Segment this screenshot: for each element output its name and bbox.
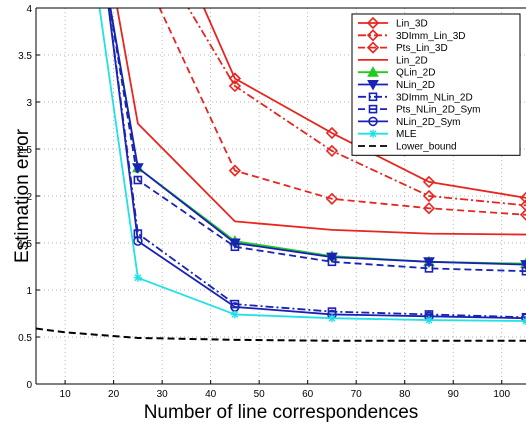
data-point bbox=[133, 273, 142, 282]
series-Lin_2D bbox=[116, 8, 526, 236]
series-line bbox=[109, 8, 526, 273]
data-point bbox=[424, 316, 433, 325]
data-point bbox=[521, 313, 526, 323]
series-layer bbox=[36, 8, 526, 342]
legend-marker bbox=[367, 66, 379, 77]
x-tick-label: 50 bbox=[254, 389, 266, 400]
series-MLE bbox=[98, 8, 526, 326]
y-tick-label: 1 bbox=[26, 286, 32, 297]
marker-stroke bbox=[425, 316, 433, 324]
series-line bbox=[187, 8, 526, 207]
y-tick-label: 1.5 bbox=[18, 239, 32, 250]
legend-marker bbox=[368, 92, 378, 102]
series-line bbox=[98, 8, 526, 322]
legend-marker bbox=[369, 129, 377, 138]
data-point bbox=[230, 242, 240, 252]
series-Lin_3D bbox=[202, 8, 526, 205]
x-tick-label: 90 bbox=[448, 389, 460, 400]
legend-entry-NLin_2D: NLin_2D bbox=[396, 80, 435, 91]
data-point bbox=[327, 314, 336, 323]
data-point bbox=[325, 126, 339, 140]
data-point bbox=[522, 317, 526, 326]
marker-stroke bbox=[231, 310, 239, 318]
series-line bbox=[202, 8, 526, 199]
y-tick-label: 3 bbox=[26, 98, 32, 109]
x-tick-label: 10 bbox=[60, 389, 72, 400]
y-tick-label: 0 bbox=[26, 380, 32, 391]
x-tick-label: 60 bbox=[302, 389, 314, 400]
data-point bbox=[519, 191, 526, 205]
data-point bbox=[228, 72, 242, 85]
data-point bbox=[521, 266, 526, 276]
series-NLin_2D bbox=[109, 8, 526, 271]
series-line bbox=[36, 327, 526, 342]
series-line bbox=[107, 8, 526, 320]
y-axis-label: Estimation error bbox=[12, 128, 33, 263]
x-tick-label: 40 bbox=[205, 389, 217, 400]
y-tick-label: 4 bbox=[26, 4, 32, 15]
data-point bbox=[423, 257, 435, 268]
tick-labels: 10 20 30 40 50 60 70 80 90 100 0 0.5 1 1.5 2 2.5 3 3.5 4 bbox=[18, 4, 510, 400]
x-tick-label: 80 bbox=[399, 389, 411, 400]
legend-entry-Pts_NLin_2D_Sym: Pts_NLin_2D_Sym bbox=[396, 105, 480, 116]
marker-stroke bbox=[522, 320, 526, 325]
legend-marker bbox=[368, 116, 378, 127]
marker-stroke bbox=[134, 274, 142, 282]
legend-entry-NLin_2D_Sym: NLin_2D_Sym bbox=[396, 117, 460, 128]
legend-entry-3DImm_NLin_2D: 3DImm_NLin_2D bbox=[396, 92, 473, 103]
data-point bbox=[325, 144, 339, 158]
x-axis-label: Number of line correspondences bbox=[144, 402, 419, 423]
series-Pts_Lin_3D bbox=[158, 8, 526, 221]
series-line bbox=[107, 8, 526, 319]
series-NLin_2D_Sym bbox=[107, 8, 526, 323]
legend-entry-QLin_2D: QLin_2D bbox=[396, 68, 435, 79]
y-tick-label: 0.5 bbox=[18, 333, 32, 344]
legend-entry-Lower_bound: Lower_bound bbox=[396, 142, 457, 153]
legend-marker bbox=[366, 41, 380, 54]
marker-stroke bbox=[369, 130, 377, 138]
y-tick-label: 2.5 bbox=[18, 145, 32, 156]
series-line bbox=[116, 8, 526, 236]
data-point bbox=[133, 175, 143, 185]
legend-entry-MLE: MLE bbox=[396, 129, 417, 140]
x-tick-label: 20 bbox=[108, 389, 120, 400]
legend-marker bbox=[366, 29, 380, 42]
data-point bbox=[230, 310, 239, 319]
x-tick-label: 30 bbox=[157, 389, 169, 400]
legend-entry-Lin_2D: Lin_2D bbox=[396, 55, 428, 66]
series-line bbox=[109, 8, 526, 266]
y-tick-label: 2 bbox=[26, 192, 32, 203]
x-tick-label: 70 bbox=[351, 389, 363, 400]
data-point bbox=[519, 199, 526, 212]
data-point bbox=[422, 175, 436, 189]
legend-entry-Lin_3D: Lin_3D bbox=[396, 19, 428, 30]
series-Lower_bound bbox=[36, 327, 526, 342]
series-3DImm_Lin_3D bbox=[187, 8, 526, 212]
legend-marker bbox=[366, 16, 380, 30]
data-point bbox=[327, 257, 337, 267]
x-tick-label: 100 bbox=[493, 389, 510, 400]
legend-marker bbox=[368, 104, 378, 114]
legend-marker bbox=[367, 80, 379, 91]
series-Pts_NLin_2D_Sym bbox=[109, 8, 526, 276]
data-point bbox=[422, 202, 436, 215]
y-tick-label: 3.5 bbox=[18, 51, 32, 62]
legend-entry-Pts_Lin_3D: Pts_Lin_3D bbox=[396, 43, 448, 54]
data-point bbox=[325, 192, 339, 205]
data-point bbox=[133, 236, 143, 246]
legend-entry-3DImm_Lin_3D: 3DImm_Lin_3D bbox=[396, 31, 465, 42]
data-point bbox=[228, 164, 242, 177]
marker-stroke bbox=[522, 317, 526, 323]
data-point bbox=[519, 208, 526, 221]
marker-stroke bbox=[328, 314, 336, 322]
data-point bbox=[422, 189, 436, 203]
data-point bbox=[228, 79, 242, 93]
data-point bbox=[424, 264, 434, 273]
